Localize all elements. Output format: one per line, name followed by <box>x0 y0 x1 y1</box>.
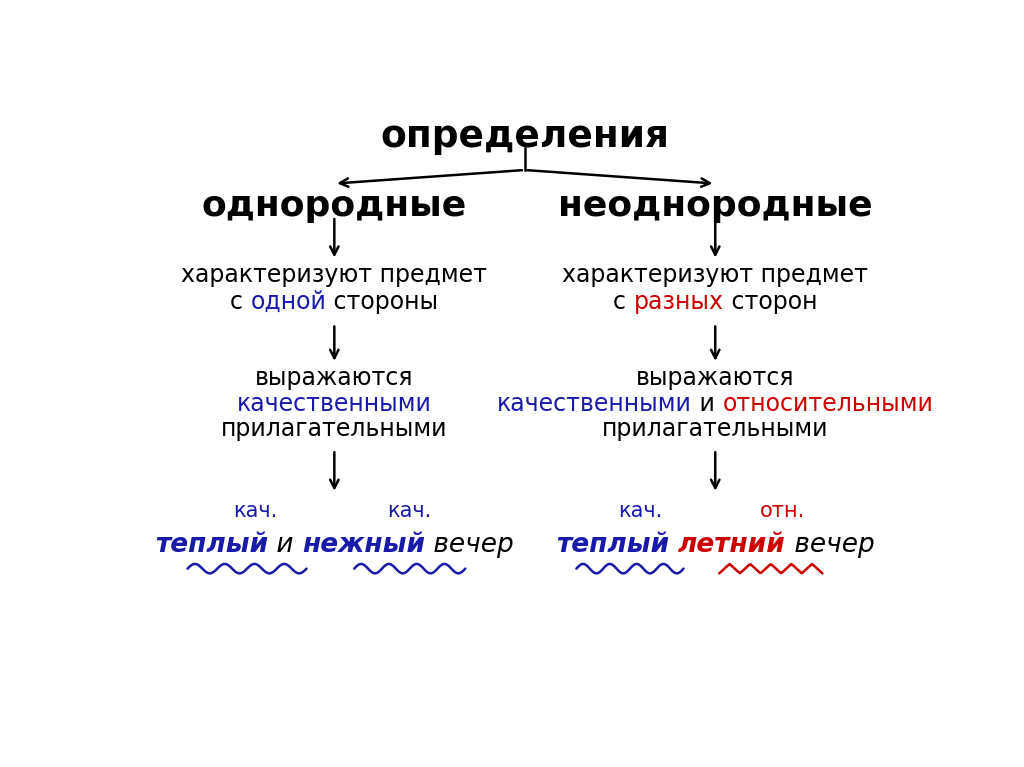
Text: стороны: стороны <box>327 290 438 314</box>
Text: прилагательными: прилагательными <box>221 416 447 441</box>
Text: прилагательными: прилагательными <box>602 416 828 441</box>
Text: сторон: сторон <box>724 290 817 314</box>
Text: теплый: теплый <box>155 532 268 558</box>
Text: качественными: качественными <box>237 392 432 416</box>
Text: летний: летний <box>678 532 785 558</box>
Text: вечер: вечер <box>785 532 874 558</box>
Text: качественными: качественными <box>498 392 692 416</box>
Text: вечер: вечер <box>425 532 514 558</box>
Text: теплый: теплый <box>556 532 670 558</box>
Text: неоднородные: неоднородные <box>558 189 872 223</box>
Text: характеризуют предмет: характеризуют предмет <box>562 263 868 287</box>
Text: с: с <box>613 290 634 314</box>
Text: и: и <box>692 392 723 416</box>
Text: однородные: однородные <box>202 189 467 223</box>
Text: разных: разных <box>634 290 724 314</box>
Text: отн.: отн. <box>760 502 805 522</box>
Text: определения: определения <box>380 119 670 155</box>
Text: относительными: относительными <box>723 392 933 416</box>
Text: с: с <box>230 290 251 314</box>
Text: и: и <box>268 532 302 558</box>
Text: нежный: нежный <box>302 532 425 558</box>
Text: выражаются: выражаются <box>255 367 414 390</box>
Text: характеризуют предмет: характеризуют предмет <box>181 263 487 287</box>
Text: кач.: кач. <box>232 502 278 522</box>
Text: кач.: кач. <box>388 502 432 522</box>
Text: кач.: кач. <box>617 502 662 522</box>
Text: одной: одной <box>251 290 327 314</box>
Text: выражаются: выражаются <box>636 367 795 390</box>
